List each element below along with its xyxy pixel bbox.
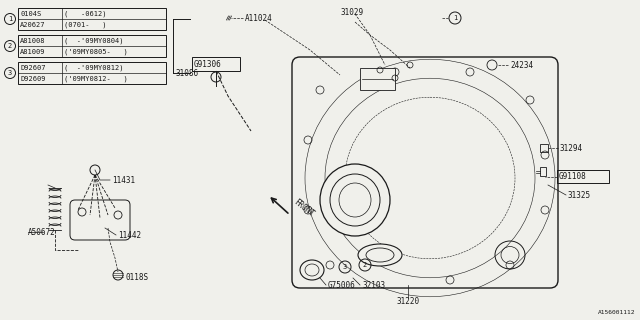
Bar bbox=[540, 144, 548, 152]
Text: 31029: 31029 bbox=[340, 7, 363, 17]
Bar bbox=[360, 68, 395, 90]
Text: G91108: G91108 bbox=[559, 172, 587, 181]
Text: G75006: G75006 bbox=[328, 281, 356, 290]
Text: A11024: A11024 bbox=[245, 13, 273, 22]
Text: 1: 1 bbox=[8, 16, 12, 22]
Text: 11431: 11431 bbox=[112, 175, 135, 185]
Ellipse shape bbox=[358, 244, 402, 266]
Text: 32103: 32103 bbox=[362, 281, 385, 290]
Text: 2: 2 bbox=[363, 262, 367, 268]
Text: 11442: 11442 bbox=[118, 230, 141, 239]
Text: ('09MY0805-   ): ('09MY0805- ) bbox=[64, 48, 128, 55]
Bar bbox=[18, 8, 166, 30]
Text: (   -0612): ( -0612) bbox=[64, 10, 106, 17]
Text: FRONT: FRONT bbox=[292, 197, 316, 219]
Text: D92609: D92609 bbox=[20, 76, 45, 82]
Text: 31294: 31294 bbox=[560, 143, 583, 153]
Text: (  -'09MY0812): ( -'09MY0812) bbox=[64, 64, 124, 71]
Text: 2: 2 bbox=[8, 43, 12, 49]
Text: 3: 3 bbox=[8, 70, 12, 76]
Text: (0701-   ): (0701- ) bbox=[64, 21, 106, 28]
Text: D92607: D92607 bbox=[20, 65, 45, 70]
Text: A50672: A50672 bbox=[28, 228, 56, 236]
Text: A81008: A81008 bbox=[20, 37, 45, 44]
Bar bbox=[192, 57, 240, 71]
FancyBboxPatch shape bbox=[70, 200, 130, 240]
Text: A81009: A81009 bbox=[20, 49, 45, 54]
Text: 31325: 31325 bbox=[568, 190, 591, 199]
Text: (  -'09MY0804): ( -'09MY0804) bbox=[64, 37, 124, 44]
Text: ('09MY0812-   ): ('09MY0812- ) bbox=[64, 75, 128, 82]
Text: 31086: 31086 bbox=[175, 68, 198, 77]
Text: 31220: 31220 bbox=[396, 298, 420, 307]
Text: 0104S: 0104S bbox=[20, 11, 41, 17]
Text: 3: 3 bbox=[343, 264, 347, 270]
Bar bbox=[540, 167, 546, 176]
Bar bbox=[18, 35, 166, 57]
Text: 0118S: 0118S bbox=[125, 273, 148, 282]
Text: A156001112: A156001112 bbox=[598, 309, 635, 315]
Ellipse shape bbox=[320, 164, 390, 236]
Text: 24234: 24234 bbox=[510, 60, 533, 69]
Bar bbox=[18, 62, 166, 84]
Text: 1: 1 bbox=[453, 15, 457, 21]
Text: A20627: A20627 bbox=[20, 21, 45, 28]
Bar bbox=[557, 170, 609, 183]
Text: G91306: G91306 bbox=[194, 60, 221, 68]
